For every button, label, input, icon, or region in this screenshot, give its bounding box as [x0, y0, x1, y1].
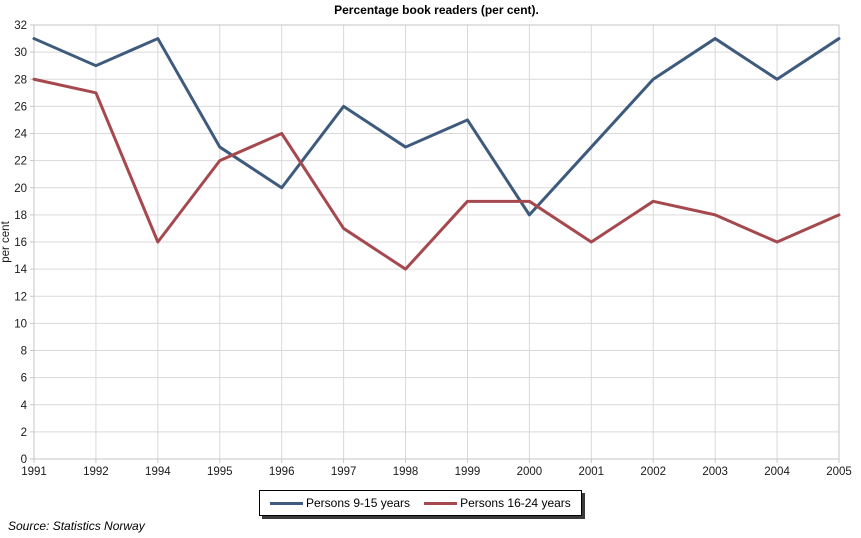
- x-tick-label: 2005: [826, 466, 852, 478]
- x-tick-label: 1998: [393, 466, 419, 478]
- y-tick-label: 12: [14, 291, 27, 303]
- y-tick-label: 10: [14, 318, 27, 330]
- y-tick-label: 32: [14, 20, 27, 32]
- y-tick-label: 26: [14, 101, 27, 113]
- chart-title: Percentage book readers (per cent).: [334, 3, 539, 17]
- source-note: Source: Statistics Norway: [8, 519, 145, 533]
- y-tick-label: 30: [14, 47, 27, 59]
- y-tick-label: 0: [21, 454, 27, 466]
- y-tick-label: 22: [14, 156, 27, 168]
- y-tick-label: 16: [14, 237, 27, 249]
- y-axis-title: per cent: [0, 220, 12, 262]
- legend-label-persons-16-24: Persons 16-24 years: [460, 496, 571, 510]
- y-tick-label: 28: [14, 74, 27, 86]
- y-tick-label: 2: [21, 427, 27, 439]
- x-tick-label: 1995: [207, 466, 233, 478]
- x-tick-label: 2004: [764, 466, 790, 478]
- x-tick-label: 1994: [145, 466, 171, 478]
- y-tick-label: 6: [21, 373, 27, 385]
- y-tick-label: 24: [14, 129, 27, 141]
- x-tick-label: 1992: [83, 466, 109, 478]
- series-line-0: [32, 37, 841, 217]
- y-tick-label: 14: [14, 264, 27, 276]
- plot-border: [33, 24, 840, 460]
- x-tick-label: 2001: [579, 466, 605, 478]
- x-tick-label: 2000: [517, 466, 543, 478]
- legend-label-persons-9-15: Persons 9-15 years: [306, 496, 411, 510]
- x-tick-label: 2002: [640, 466, 666, 478]
- legend-item-persons-9-15: Persons 9-15 years: [270, 496, 410, 510]
- legend-line-sample-blue: [270, 501, 303, 505]
- y-tick-label: 4: [21, 400, 28, 412]
- y-tick-label: 20: [14, 183, 27, 195]
- x-tick-label: 1991: [21, 466, 47, 478]
- legend-item-persons-16-24: Persons 16-24 years: [424, 496, 571, 510]
- series-line-1: [32, 77, 841, 271]
- chart-legend: Persons 9-15 years Persons 16-24 years: [259, 490, 582, 516]
- legend-line-sample-red: [424, 501, 458, 505]
- x-tick-label: 2003: [702, 466, 728, 478]
- y-tick-label: 18: [14, 210, 27, 222]
- x-tick-label: 1996: [269, 466, 295, 478]
- x-tick-label: 1999: [455, 466, 481, 478]
- x-tick-label: 1997: [331, 466, 357, 478]
- y-tick-label: 8: [21, 346, 27, 358]
